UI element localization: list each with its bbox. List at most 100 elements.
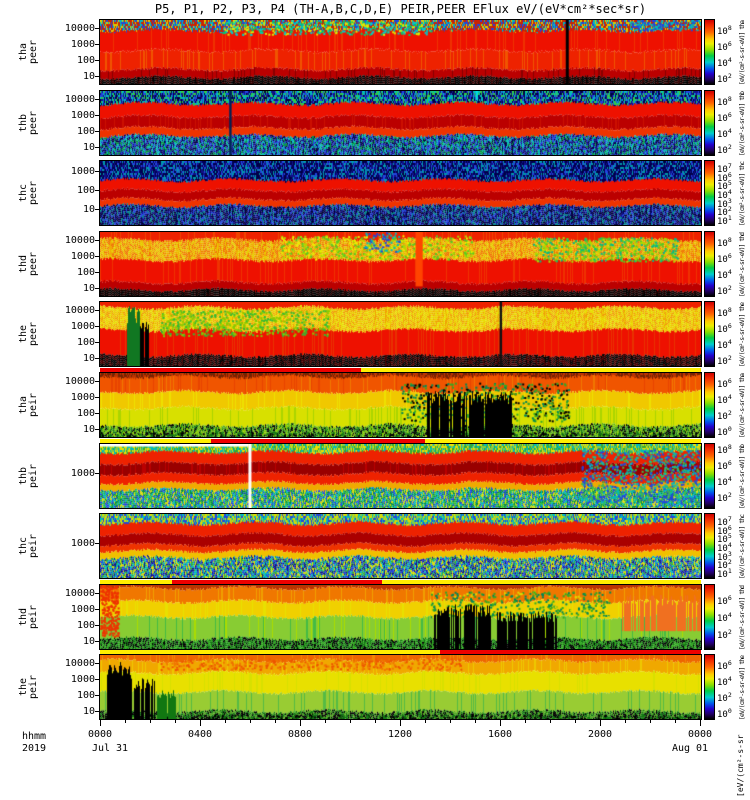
x-major-tick [700, 719, 701, 726]
y-tick-label: 10000 [64, 235, 95, 247]
y-tick-mark [95, 240, 100, 242]
colorbar-tick-exponent: 6 [727, 251, 732, 260]
y-tick-label: 1000 [70, 537, 95, 549]
colorbar-units-label: [eV/(cm²-s-sr-eV)] [736, 733, 745, 797]
colorbar-tick-exponent: 6 [727, 459, 732, 468]
y-tick-label: 1000 [70, 674, 95, 686]
colorbar-title-thd-peir: [eV/(cm²-s-sr-eV)] thd peir en eflux (Al… [737, 584, 748, 650]
colorbar-tick-label: 108 [717, 443, 732, 457]
colorbar-tick-label: 106 [717, 39, 732, 53]
x-minor-tick [325, 719, 326, 723]
panel-tha-peer [99, 19, 702, 85]
colorbar-the-peir [704, 654, 715, 720]
x-minor-tick [450, 719, 451, 723]
colorbar-tick-label: 104 [717, 126, 732, 140]
colorbar-thd-peir [704, 584, 715, 650]
colorbar-tick-exponent: 7 [727, 515, 732, 524]
colorbar-tick-exponent: 3 [727, 196, 732, 205]
x-minor-tick [250, 719, 251, 723]
y-tick-label: 100 [76, 184, 95, 196]
x-minor-tick [375, 719, 376, 723]
spectrogram-canvas-thd-peer [100, 232, 701, 296]
spectrogram-canvas-thc-peer [100, 161, 701, 225]
colorbar-tick-label: 106 [717, 658, 732, 672]
colorbar-tick-label: 102 [717, 690, 732, 704]
y-axis-label-text: the peer [18, 321, 39, 347]
colorbar-tick-label: 100 [717, 424, 732, 438]
panel-thb-peir [99, 443, 702, 509]
y-tick-mark [95, 131, 100, 133]
y-tick-mark [95, 593, 100, 595]
colorbar-tick-label: 101 [717, 213, 732, 227]
y-tick-mark [95, 609, 100, 611]
panel-thb-peer [99, 90, 702, 156]
y-tick-label: 1000 [70, 165, 95, 177]
x-minor-tick [150, 719, 151, 723]
panel-thd-peir [99, 584, 702, 650]
y-axis-label-text: thb peir [18, 463, 39, 489]
y-tick-mark [95, 60, 100, 62]
colorbar-tick-exponent: 6 [727, 376, 732, 385]
y-tick-mark [95, 76, 100, 78]
colorbar-tick-exponent: 2 [727, 491, 732, 500]
colorbar-tick-label: 102 [717, 353, 732, 367]
panel-the-peer [99, 301, 702, 367]
y-axis-label-text: thc peer [18, 180, 39, 206]
colorbar-tick-label: 102 [717, 491, 732, 505]
colorbar-tick-label: 102 [717, 205, 732, 219]
y-tick-mark [95, 256, 100, 258]
colorbar-the-peer [704, 301, 715, 367]
colorbar-tick-label: 106 [717, 321, 732, 335]
y-axis-label-text: tha peer [18, 39, 39, 65]
y-tick-mark [95, 99, 100, 101]
colorbar-tick-label: 104 [717, 188, 732, 202]
colorbar-tick-label: 106 [717, 523, 732, 537]
x-minor-tick [525, 719, 526, 723]
colorbar-tick-label: 102 [717, 628, 732, 642]
y-axis-label-text: the peir [18, 674, 39, 700]
quality-bar-thd-peir [172, 580, 383, 584]
y-axis-label-text: thd peer [18, 251, 39, 277]
colorbar-tick-exponent: 1 [727, 213, 732, 222]
colorbar-tick-label: 106 [717, 251, 732, 265]
x-minor-tick [275, 719, 276, 723]
colorbar-thd-peer [704, 231, 715, 297]
colorbar-tick-exponent: 5 [727, 532, 732, 541]
spectrogram-canvas-thb-peir [100, 444, 701, 508]
quality-bar-the-peir [100, 650, 440, 654]
y-tick-label: 10 [82, 142, 95, 154]
colorbar-tick-exponent: 6 [727, 523, 732, 532]
x-minor-tick [425, 719, 426, 723]
x-major-tick [500, 719, 501, 726]
y-axis-label-text: thb peer [18, 110, 39, 136]
colorbar-tick-label: 100 [717, 706, 732, 720]
colorbar-thb-peir [704, 443, 715, 509]
colorbar-tick-exponent: 8 [727, 305, 732, 314]
x-minor-tick [575, 719, 576, 723]
colorbar-tick-exponent: 0 [727, 706, 732, 715]
y-tick-mark [95, 189, 100, 191]
x-minor-tick [550, 719, 551, 723]
colorbar-tick-exponent: 4 [727, 267, 732, 276]
colorbar-tick-label: 102 [717, 71, 732, 85]
y-axis-label-text: thd peir [18, 604, 39, 630]
y-tick-label: 100 [76, 337, 95, 349]
y-tick-label: 10000 [64, 23, 95, 35]
x-major-tick [600, 719, 601, 726]
colorbar-title-thd-peer: [eV/(cm²-s-sr-eV)] thd peer en eflux (Al… [737, 231, 748, 297]
quality-bar-tha-peir [100, 368, 362, 372]
y-tick-label: 10000 [64, 94, 95, 106]
panel-thc-peer [99, 160, 702, 226]
x-tick-label: 0000 [87, 729, 113, 740]
y-tick-label: 10000 [64, 658, 95, 670]
x-minor-tick [350, 719, 351, 723]
colorbar-thb-peer [704, 90, 715, 156]
y-tick-label: 100 [76, 620, 95, 632]
colorbar-tick-exponent: 2 [727, 408, 732, 417]
quality-bar-thb-peir [211, 439, 425, 443]
colorbar-tick-label: 104 [717, 674, 732, 688]
x-major-tick [400, 719, 401, 726]
colorbar-tick-exponent: 8 [727, 94, 732, 103]
x-major-tick [100, 719, 101, 726]
y-tick-mark [95, 711, 100, 713]
